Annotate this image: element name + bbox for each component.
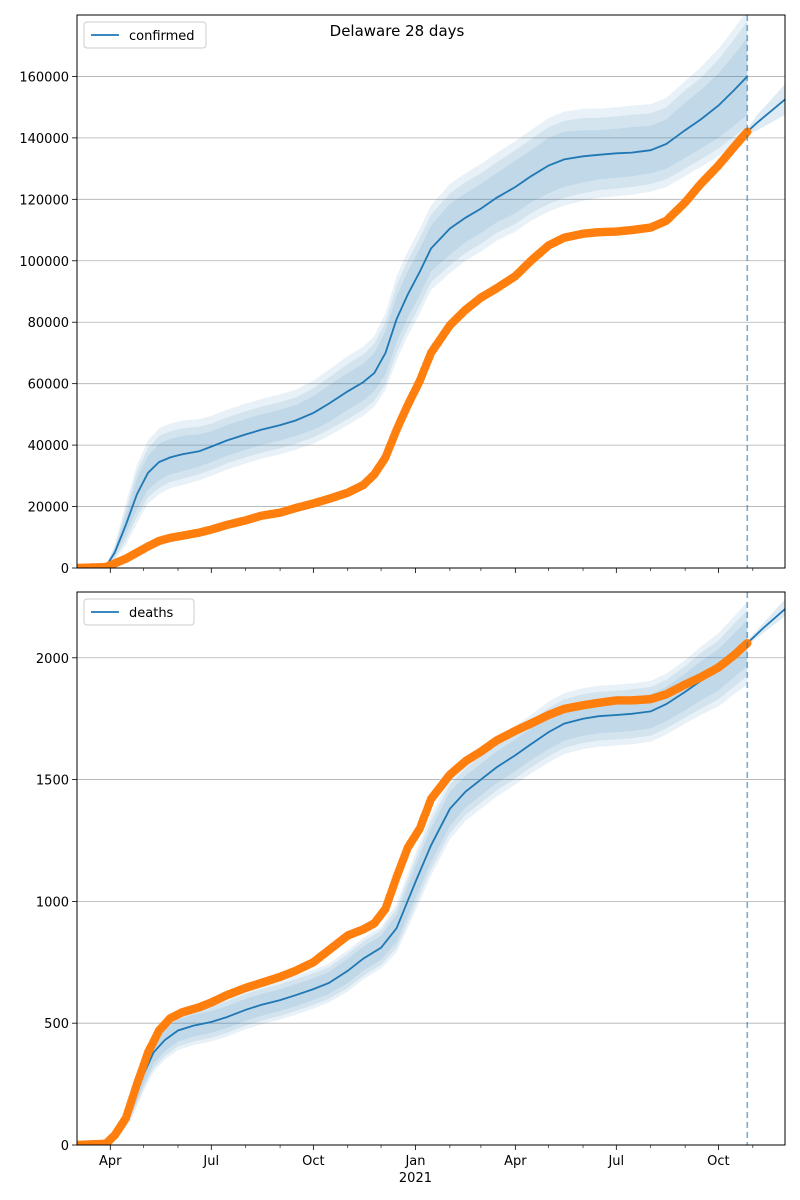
y-tick-label: 160000 [19,70,69,85]
axes-frame [76,14,786,569]
legend-label: confirmed [129,29,195,44]
y-tick-label: 20000 [28,501,69,516]
x-tick-label: Jul [607,1154,624,1169]
x-tick-label: Oct [707,1154,729,1169]
uncertainty-band [77,610,748,1145]
y-tick-label: 1000 [36,895,69,910]
y-tick-label: 60000 [28,378,69,393]
projection-line [746,98,785,133]
uncertainty-band [77,21,748,568]
y-tick-label: 100000 [19,255,69,270]
y-tick-label: 1500 [36,774,69,789]
y-tick-label: 120000 [19,193,69,208]
y-tick-label: 500 [44,1017,69,1032]
uncertainty-band [77,15,748,568]
y-tick-label: 80000 [28,316,69,331]
projection-line [746,608,785,644]
x-tick-label: Apr [504,1154,527,1169]
figure-title: Delaware 28 days [330,22,465,40]
model-line [77,75,748,568]
x-tick-label: Jan [404,1154,425,1169]
y-tick-label: 140000 [19,132,69,147]
uncertainty-band [77,601,748,1145]
y-tick-label: 0 [61,562,69,577]
legend: confirmed [83,21,207,49]
confirmed-panel: 0 20000 40000 60000 80000 100000 120000 140000 1… [19,14,786,577]
x-tick-label: Apr [99,1154,122,1169]
y-tick-label: 0 [61,1139,69,1154]
model-line [77,642,748,1145]
observed-series [77,127,752,568]
axes-frame [76,591,786,1146]
y-tick-label: 2000 [36,652,69,667]
observed-point [743,127,752,136]
legend: deaths [83,598,195,626]
x-year-label: 2021 [399,1171,432,1186]
observed-series [77,639,752,1145]
uncertainty-band [77,620,748,1145]
x-tick-label: Jul [202,1154,219,1169]
deaths-panel: 0 500 1000 1500 2000 Apr Jul Oct Jan Apr Jul Oct 202… [36,591,786,1186]
legend-label: deaths [129,606,174,621]
y-tick-label: 40000 [28,439,69,454]
x-tick-label: Oct [302,1154,324,1169]
